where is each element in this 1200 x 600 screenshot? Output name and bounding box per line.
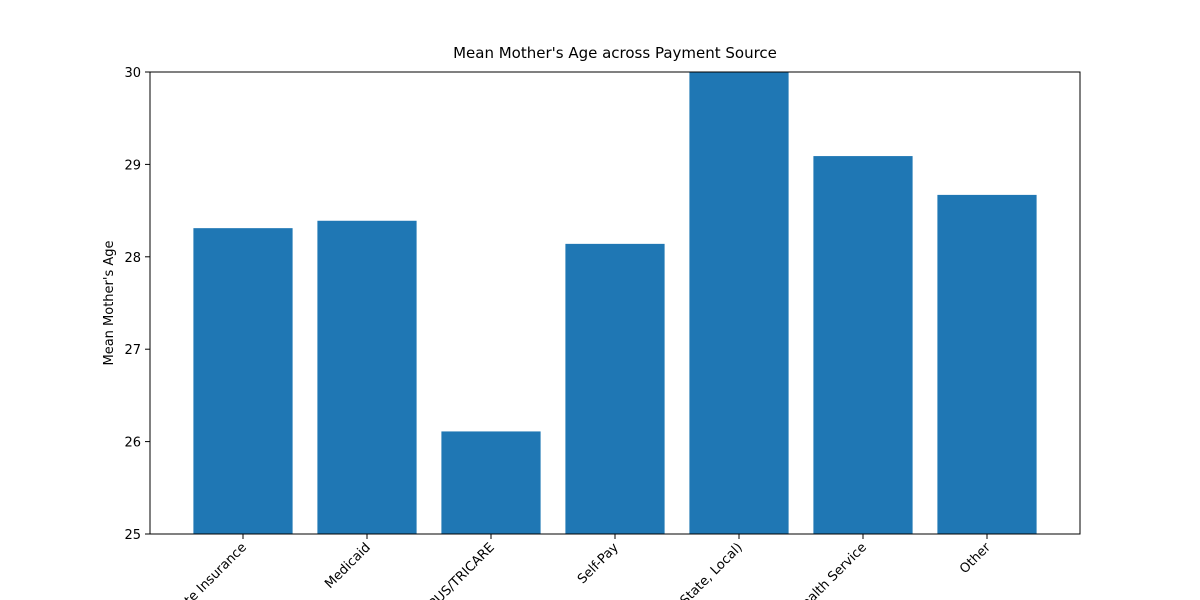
y-tick-label: 26 xyxy=(124,436,141,451)
y-tick-label: 29 xyxy=(124,158,141,173)
bar xyxy=(937,194,1037,534)
bar xyxy=(813,156,913,534)
x-tick-label: Other Government (Federal, State, Local) xyxy=(545,540,746,600)
chart-title: Mean Mother's Age across Payment Source xyxy=(453,44,777,62)
bar xyxy=(689,72,789,534)
bar xyxy=(317,220,417,534)
bar xyxy=(193,228,293,534)
x-tick-label: Self-Pay xyxy=(575,540,622,587)
x-tick-label: Indian Health Service xyxy=(761,540,870,600)
plot-area xyxy=(193,72,1037,534)
x-tick-label: Other xyxy=(957,540,994,577)
y-tick-label: 28 xyxy=(124,251,141,266)
y-tick-label: 25 xyxy=(124,528,141,543)
y-axis-label: Mean Mother's Age xyxy=(102,240,117,365)
y-tick-label: 30 xyxy=(124,66,141,81)
x-tick-label: Medicaid xyxy=(322,540,374,592)
x-tick-label: CHAMPUS/TRICARE xyxy=(399,540,498,600)
bar xyxy=(441,431,541,534)
y-tick-label: 27 xyxy=(124,343,141,358)
bar xyxy=(565,243,665,534)
x-tick-label: Private Insurance xyxy=(159,540,250,600)
